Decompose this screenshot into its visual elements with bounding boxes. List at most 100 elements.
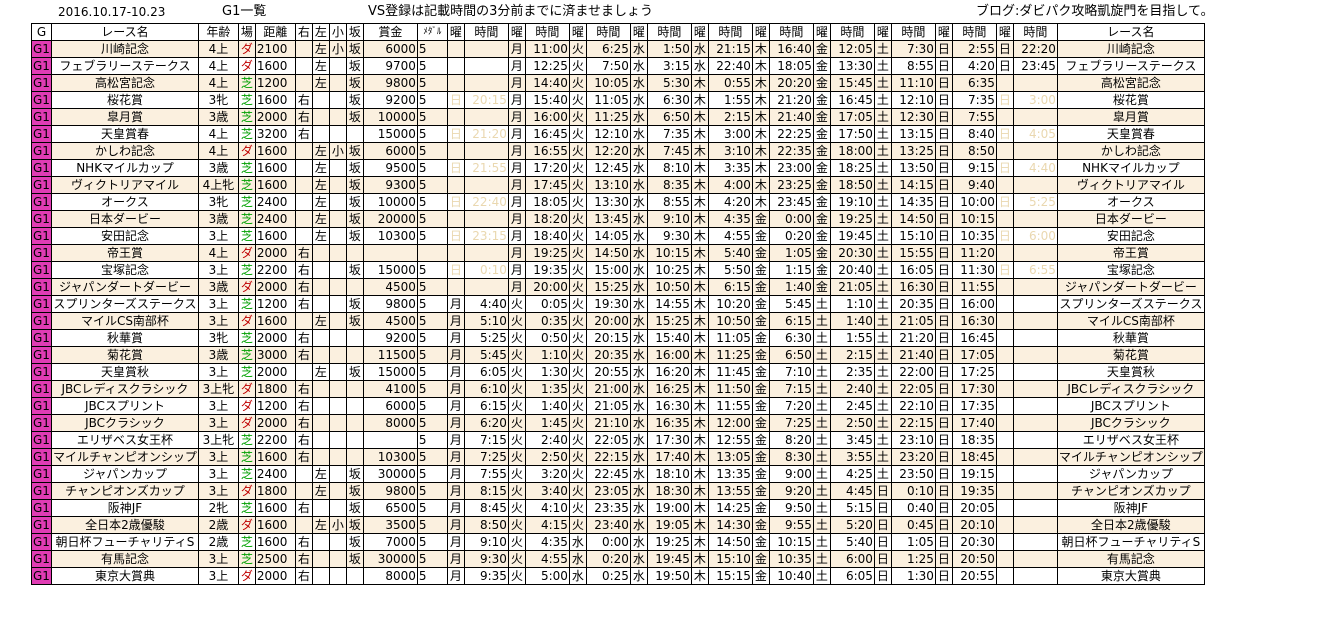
age-cell[interactable]: 3牝 bbox=[197, 329, 239, 347]
prize-cell[interactable]: 8000 bbox=[362, 567, 418, 585]
time-cell[interactable]: 22:35 bbox=[768, 142, 814, 160]
time-cell[interactable]: 1:40 bbox=[768, 278, 814, 296]
weekday-cell[interactable] bbox=[995, 176, 1014, 194]
weekday-cell[interactable]: 土 bbox=[873, 227, 892, 245]
right-turn-cell[interactable]: 右 bbox=[294, 397, 313, 415]
weekday-cell[interactable]: 金 bbox=[751, 227, 770, 245]
time-cell[interactable]: 20:50 bbox=[951, 550, 997, 568]
weekday-cell[interactable]: 日 bbox=[934, 516, 953, 534]
grade-cell[interactable]: G1 bbox=[31, 227, 52, 245]
time-cell[interactable]: 10:05 bbox=[585, 74, 631, 92]
time-cell[interactable]: 20:40 bbox=[829, 261, 875, 279]
right-turn-cell[interactable] bbox=[294, 465, 313, 483]
time-cell[interactable]: 13:45 bbox=[585, 210, 631, 228]
small-track-cell[interactable] bbox=[328, 397, 347, 415]
grade-cell[interactable]: G1 bbox=[31, 567, 52, 585]
small-track-cell[interactable] bbox=[328, 125, 347, 143]
time-cell[interactable]: 1:30 bbox=[890, 567, 936, 585]
venue-cell[interactable]: ダ bbox=[237, 244, 256, 262]
small-track-cell[interactable] bbox=[328, 57, 347, 75]
time-cell[interactable]: 8:55 bbox=[890, 57, 936, 75]
weekday-cell[interactable]: 月 bbox=[507, 210, 526, 228]
left-turn-cell[interactable] bbox=[311, 108, 330, 126]
time-cell[interactable]: 18:35 bbox=[951, 431, 997, 449]
prize-cell[interactable]: 9300 bbox=[362, 176, 418, 194]
grade-cell[interactable]: G1 bbox=[31, 176, 52, 194]
weekday-cell[interactable]: 金 bbox=[751, 516, 770, 534]
weekday-cell[interactable]: 水 bbox=[629, 108, 648, 126]
time-cell[interactable]: 10:15 bbox=[646, 244, 692, 262]
time-cell[interactable]: 7:20 bbox=[768, 397, 814, 415]
time-cell[interactable]: 12:30 bbox=[890, 108, 936, 126]
age-cell[interactable]: 3歳 bbox=[197, 159, 239, 177]
race-name-cell[interactable]: スプリンターズステークス bbox=[51, 295, 199, 313]
time-cell[interactable]: 18:45 bbox=[951, 448, 997, 466]
medal-cell[interactable]: 5 bbox=[416, 431, 448, 449]
medal-cell[interactable]: 5 bbox=[416, 567, 448, 585]
weekday-cell[interactable]: 金 bbox=[812, 57, 831, 75]
weekday-cell[interactable]: 金 bbox=[751, 346, 770, 364]
time-cell[interactable]: 9:20 bbox=[768, 482, 814, 500]
medal-cell[interactable]: 5 bbox=[416, 210, 448, 228]
left-turn-cell[interactable]: 左 bbox=[311, 40, 330, 58]
age-cell[interactable]: 3上 bbox=[197, 567, 239, 585]
weekday-cell[interactable]: 金 bbox=[812, 125, 831, 143]
weekday-cell[interactable]: 火 bbox=[568, 482, 587, 500]
race-name-right-cell[interactable]: スプリンターズステークス bbox=[1056, 295, 1205, 313]
left-turn-cell[interactable] bbox=[311, 380, 330, 398]
weekday-cell[interactable]: 金 bbox=[812, 159, 831, 177]
time-cell[interactable]: 8:40 bbox=[951, 125, 997, 143]
weekday-cell[interactable]: 金 bbox=[812, 261, 831, 279]
time-cell[interactable]: 14:35 bbox=[890, 193, 936, 211]
weekday-cell[interactable]: 木 bbox=[751, 159, 770, 177]
time-cell[interactable]: 23:10 bbox=[890, 431, 936, 449]
weekday-cell[interactable]: 土 bbox=[873, 465, 892, 483]
time-cell[interactable]: 7:15 bbox=[768, 380, 814, 398]
time-cell[interactable]: 10:40 bbox=[768, 567, 814, 585]
weekday-cell[interactable]: 火 bbox=[568, 448, 587, 466]
small-track-cell[interactable] bbox=[328, 465, 347, 483]
time-cell[interactable]: 23:40 bbox=[585, 516, 631, 534]
weekday-cell[interactable]: 火 bbox=[568, 108, 587, 126]
right-turn-cell[interactable]: 右 bbox=[294, 414, 313, 432]
time-cell[interactable]: 6:50 bbox=[646, 108, 692, 126]
time-cell[interactable]: 1:55 bbox=[829, 329, 875, 347]
time-cell[interactable]: 20:05 bbox=[951, 499, 997, 517]
time-cell[interactable]: 22:40 bbox=[707, 57, 753, 75]
left-turn-cell[interactable] bbox=[311, 448, 330, 466]
time-cell[interactable]: 3:00 bbox=[707, 125, 753, 143]
grade-cell[interactable]: G1 bbox=[31, 346, 52, 364]
race-name-right-cell[interactable]: 天皇賞春 bbox=[1056, 125, 1205, 143]
right-turn-cell[interactable] bbox=[294, 40, 313, 58]
time-cell[interactable]: 21:15 bbox=[707, 40, 753, 58]
time-cell[interactable]: 10:25 bbox=[646, 261, 692, 279]
weekday-cell[interactable]: 水 bbox=[629, 567, 648, 585]
left-turn-cell[interactable] bbox=[311, 431, 330, 449]
race-name-right-cell[interactable]: 有馬記念 bbox=[1056, 550, 1205, 568]
weekday-cell[interactable]: 月 bbox=[446, 380, 465, 398]
race-name-cell[interactable]: オークス bbox=[51, 193, 199, 211]
left-turn-cell[interactable] bbox=[311, 329, 330, 347]
grade-cell[interactable]: G1 bbox=[31, 159, 52, 177]
medal-cell[interactable]: 5 bbox=[416, 57, 448, 75]
time-cell[interactable]: 21:00 bbox=[585, 380, 631, 398]
time-cell[interactable]: 8:30 bbox=[768, 448, 814, 466]
time-cell[interactable]: 19:45 bbox=[829, 227, 875, 245]
time-cell[interactable]: 11:50 bbox=[707, 380, 753, 398]
left-turn-cell[interactable]: 左 bbox=[311, 142, 330, 160]
time-cell[interactable]: 1:35 bbox=[524, 380, 570, 398]
distance-cell[interactable]: 2000 bbox=[254, 108, 296, 126]
right-turn-cell[interactable] bbox=[294, 363, 313, 381]
time-cell[interactable] bbox=[1012, 533, 1058, 551]
time-cell[interactable]: 11:55 bbox=[707, 397, 753, 415]
medal-cell[interactable]: 5 bbox=[416, 159, 448, 177]
slope-cell[interactable] bbox=[345, 448, 364, 466]
weekday-cell[interactable]: 火 bbox=[568, 312, 587, 330]
time-cell[interactable]: 23:25 bbox=[768, 176, 814, 194]
race-name-cell[interactable]: 朝日杯フューチャリティS bbox=[51, 533, 199, 551]
time-cell[interactable]: 15:45 bbox=[829, 74, 875, 92]
time-cell[interactable]: 21:10 bbox=[585, 414, 631, 432]
weekday-cell[interactable]: 日 bbox=[446, 193, 465, 211]
race-name-cell[interactable]: 有馬記念 bbox=[51, 550, 199, 568]
medal-cell[interactable]: 5 bbox=[416, 261, 448, 279]
